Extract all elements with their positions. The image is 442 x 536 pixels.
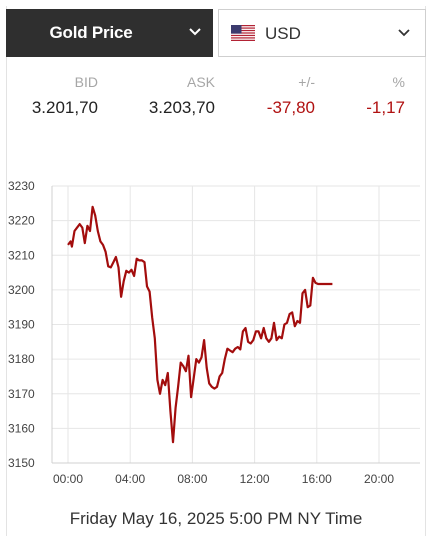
quote-table: BID ASK +/- % 3.201,70 3.203,70 -37,80 -…	[6, 70, 426, 126]
grid	[51, 185, 420, 464]
x-tick-label: 00:00	[53, 472, 83, 486]
percent-label: %	[392, 74, 405, 90]
bid-label: BID	[74, 74, 98, 90]
gold-price-widget	[6, 6, 426, 536]
y-tick-label: 3160	[8, 421, 35, 435]
selector-bar: Gold Price USD	[6, 9, 426, 57]
x-tick-label: 16:00	[302, 472, 332, 486]
x-tick-label: 20:00	[364, 472, 394, 486]
x-tick-label: 04:00	[115, 472, 145, 486]
chevron-down-icon	[398, 29, 410, 37]
chevron-down-icon	[189, 28, 201, 36]
currency-dropdown[interactable]: USD	[218, 9, 426, 57]
x-axis: 00:00 04:00 08:00 12:00 16:00 20:00	[53, 472, 394, 486]
chart-timestamp: Friday May 16, 2025 5:00 PM NY Time	[69, 509, 363, 528]
y-tick-label: 3170	[8, 387, 35, 401]
metal-dropdown-label: Gold Price	[49, 23, 133, 42]
y-tick-label: 3150	[8, 456, 35, 470]
y-tick-label: 3220	[8, 214, 35, 228]
change-value: -37,80	[266, 98, 315, 117]
y-tick-label: 3210	[8, 248, 35, 262]
x-tick-label: 12:00	[240, 472, 270, 486]
x-tick-label: 08:00	[177, 472, 207, 486]
y-tick-label: 3180	[8, 352, 35, 366]
bid-value: 3.201,70	[31, 98, 98, 117]
y-tick-label: 3200	[8, 283, 35, 297]
us-flag-icon	[231, 25, 255, 41]
currency-dropdown-label: USD	[265, 24, 301, 43]
y-tick-label: 3190	[8, 318, 35, 332]
y-axis: 3150 3160 3170 3180 3190 3200 3210 3220 3230	[8, 179, 35, 470]
ask-label: ASK	[186, 74, 215, 90]
ask-value: 3.203,70	[148, 98, 215, 117]
price-line	[67, 205, 333, 444]
price-chart: 3150 3160 3170 3180 3190 3200 3210 3220 3230 00:…	[8, 179, 420, 486]
change-label: +/-	[298, 74, 315, 90]
y-tick-label: 3230	[8, 179, 35, 193]
percent-value: -1,17	[366, 98, 405, 117]
metal-dropdown[interactable]: Gold Price	[6, 9, 213, 57]
